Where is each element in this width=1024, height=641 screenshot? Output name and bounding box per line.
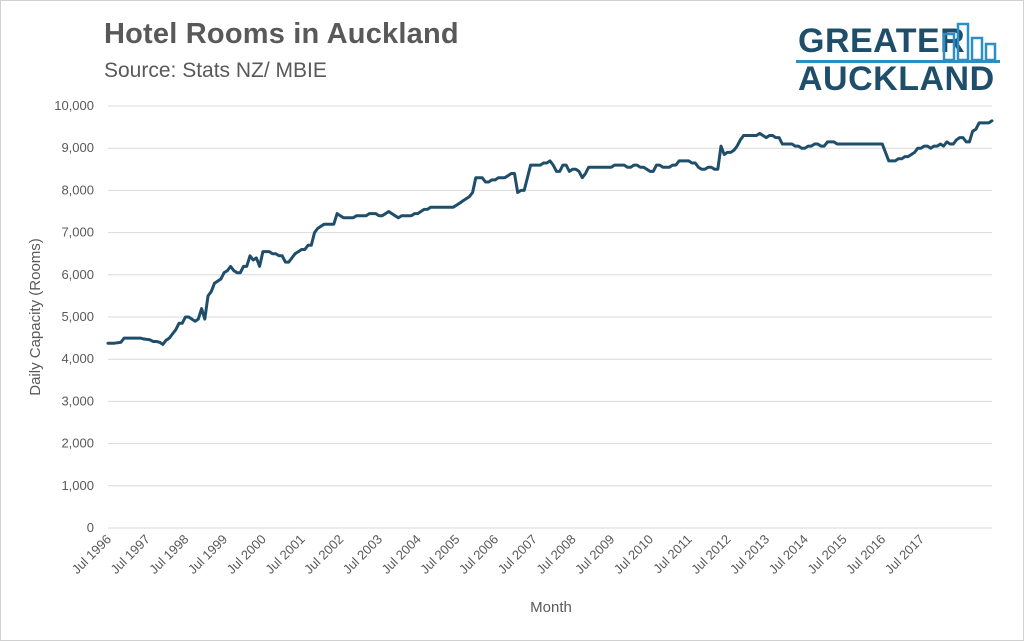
x-tick-label: Jul 2005	[417, 532, 462, 577]
x-tick-label: Jul 2017	[882, 532, 927, 577]
x-tick-label: Jul 2012	[688, 532, 733, 577]
series-line-0	[106, 119, 994, 346]
x-tick-label: Jul 2009	[572, 532, 617, 577]
x-tick-label: Jul 2010	[611, 532, 656, 577]
x-tick-label: Jul 1999	[185, 532, 230, 577]
x-tick-label: Jul 2015	[804, 532, 849, 577]
x-tick-label: Jul 1998	[146, 532, 191, 577]
x-tick-label: Jul 2000	[224, 532, 269, 577]
y-tick-label: 4,000	[61, 351, 94, 366]
y-tick-label: 0	[87, 520, 94, 535]
chart-title: Hotel Rooms in Auckland	[104, 18, 459, 50]
x-tick-label: Jul 2007	[495, 532, 540, 577]
grid-lines	[108, 105, 992, 529]
x-tick-label: Jul 2014	[766, 532, 811, 577]
x-tick-label: Jul 2013	[727, 532, 772, 577]
x-tick-label: Jul 2003	[340, 532, 385, 577]
y-tick-label: 3,000	[61, 393, 94, 408]
y-axis-ticks: 0 1,000 2,000 3,000 4,000 5,000 6,000 7,000 8,00…	[54, 98, 94, 535]
y-tick-label: 9,000	[61, 140, 94, 155]
x-tick-label: Jul 2006	[456, 532, 501, 577]
x-tick-label: Jul 2004	[378, 532, 423, 577]
greater-auckland-logo: GREATER AUCKLAND	[792, 22, 1002, 98]
logo-rule	[796, 60, 1000, 63]
y-axis-title: Daily Capacity (Rooms)	[27, 238, 44, 396]
x-tick-label: Jul 2016	[843, 532, 888, 577]
x-tick-label: Jul 2011	[650, 532, 695, 577]
y-tick-label: 8,000	[61, 182, 94, 197]
x-tick-label: Jul 2008	[533, 532, 578, 577]
x-tick-label: Jul 2001	[262, 532, 307, 577]
y-tick-label: 6,000	[61, 267, 94, 282]
y-tick-label: 5,000	[61, 309, 94, 324]
x-axis-title: Month	[530, 599, 572, 616]
city-skyline-icon	[942, 22, 997, 60]
series-lines	[106, 119, 994, 346]
y-tick-label: 10,000	[54, 98, 94, 113]
y-tick-label: 2,000	[61, 436, 94, 451]
logo-text-greater: GREATER	[798, 22, 966, 60]
x-tick-label: Jul 1997	[107, 532, 152, 577]
y-tick-label: 1,000	[61, 478, 94, 493]
x-tick-label: Jul 1996	[69, 532, 114, 577]
chart-subtitle: Source: Stats NZ/ MBIE	[104, 59, 327, 82]
logo-text-auckland: AUCKLAND	[798, 60, 995, 98]
y-tick-label: 7,000	[61, 225, 94, 240]
x-tick-label: Jul 2002	[301, 532, 346, 577]
